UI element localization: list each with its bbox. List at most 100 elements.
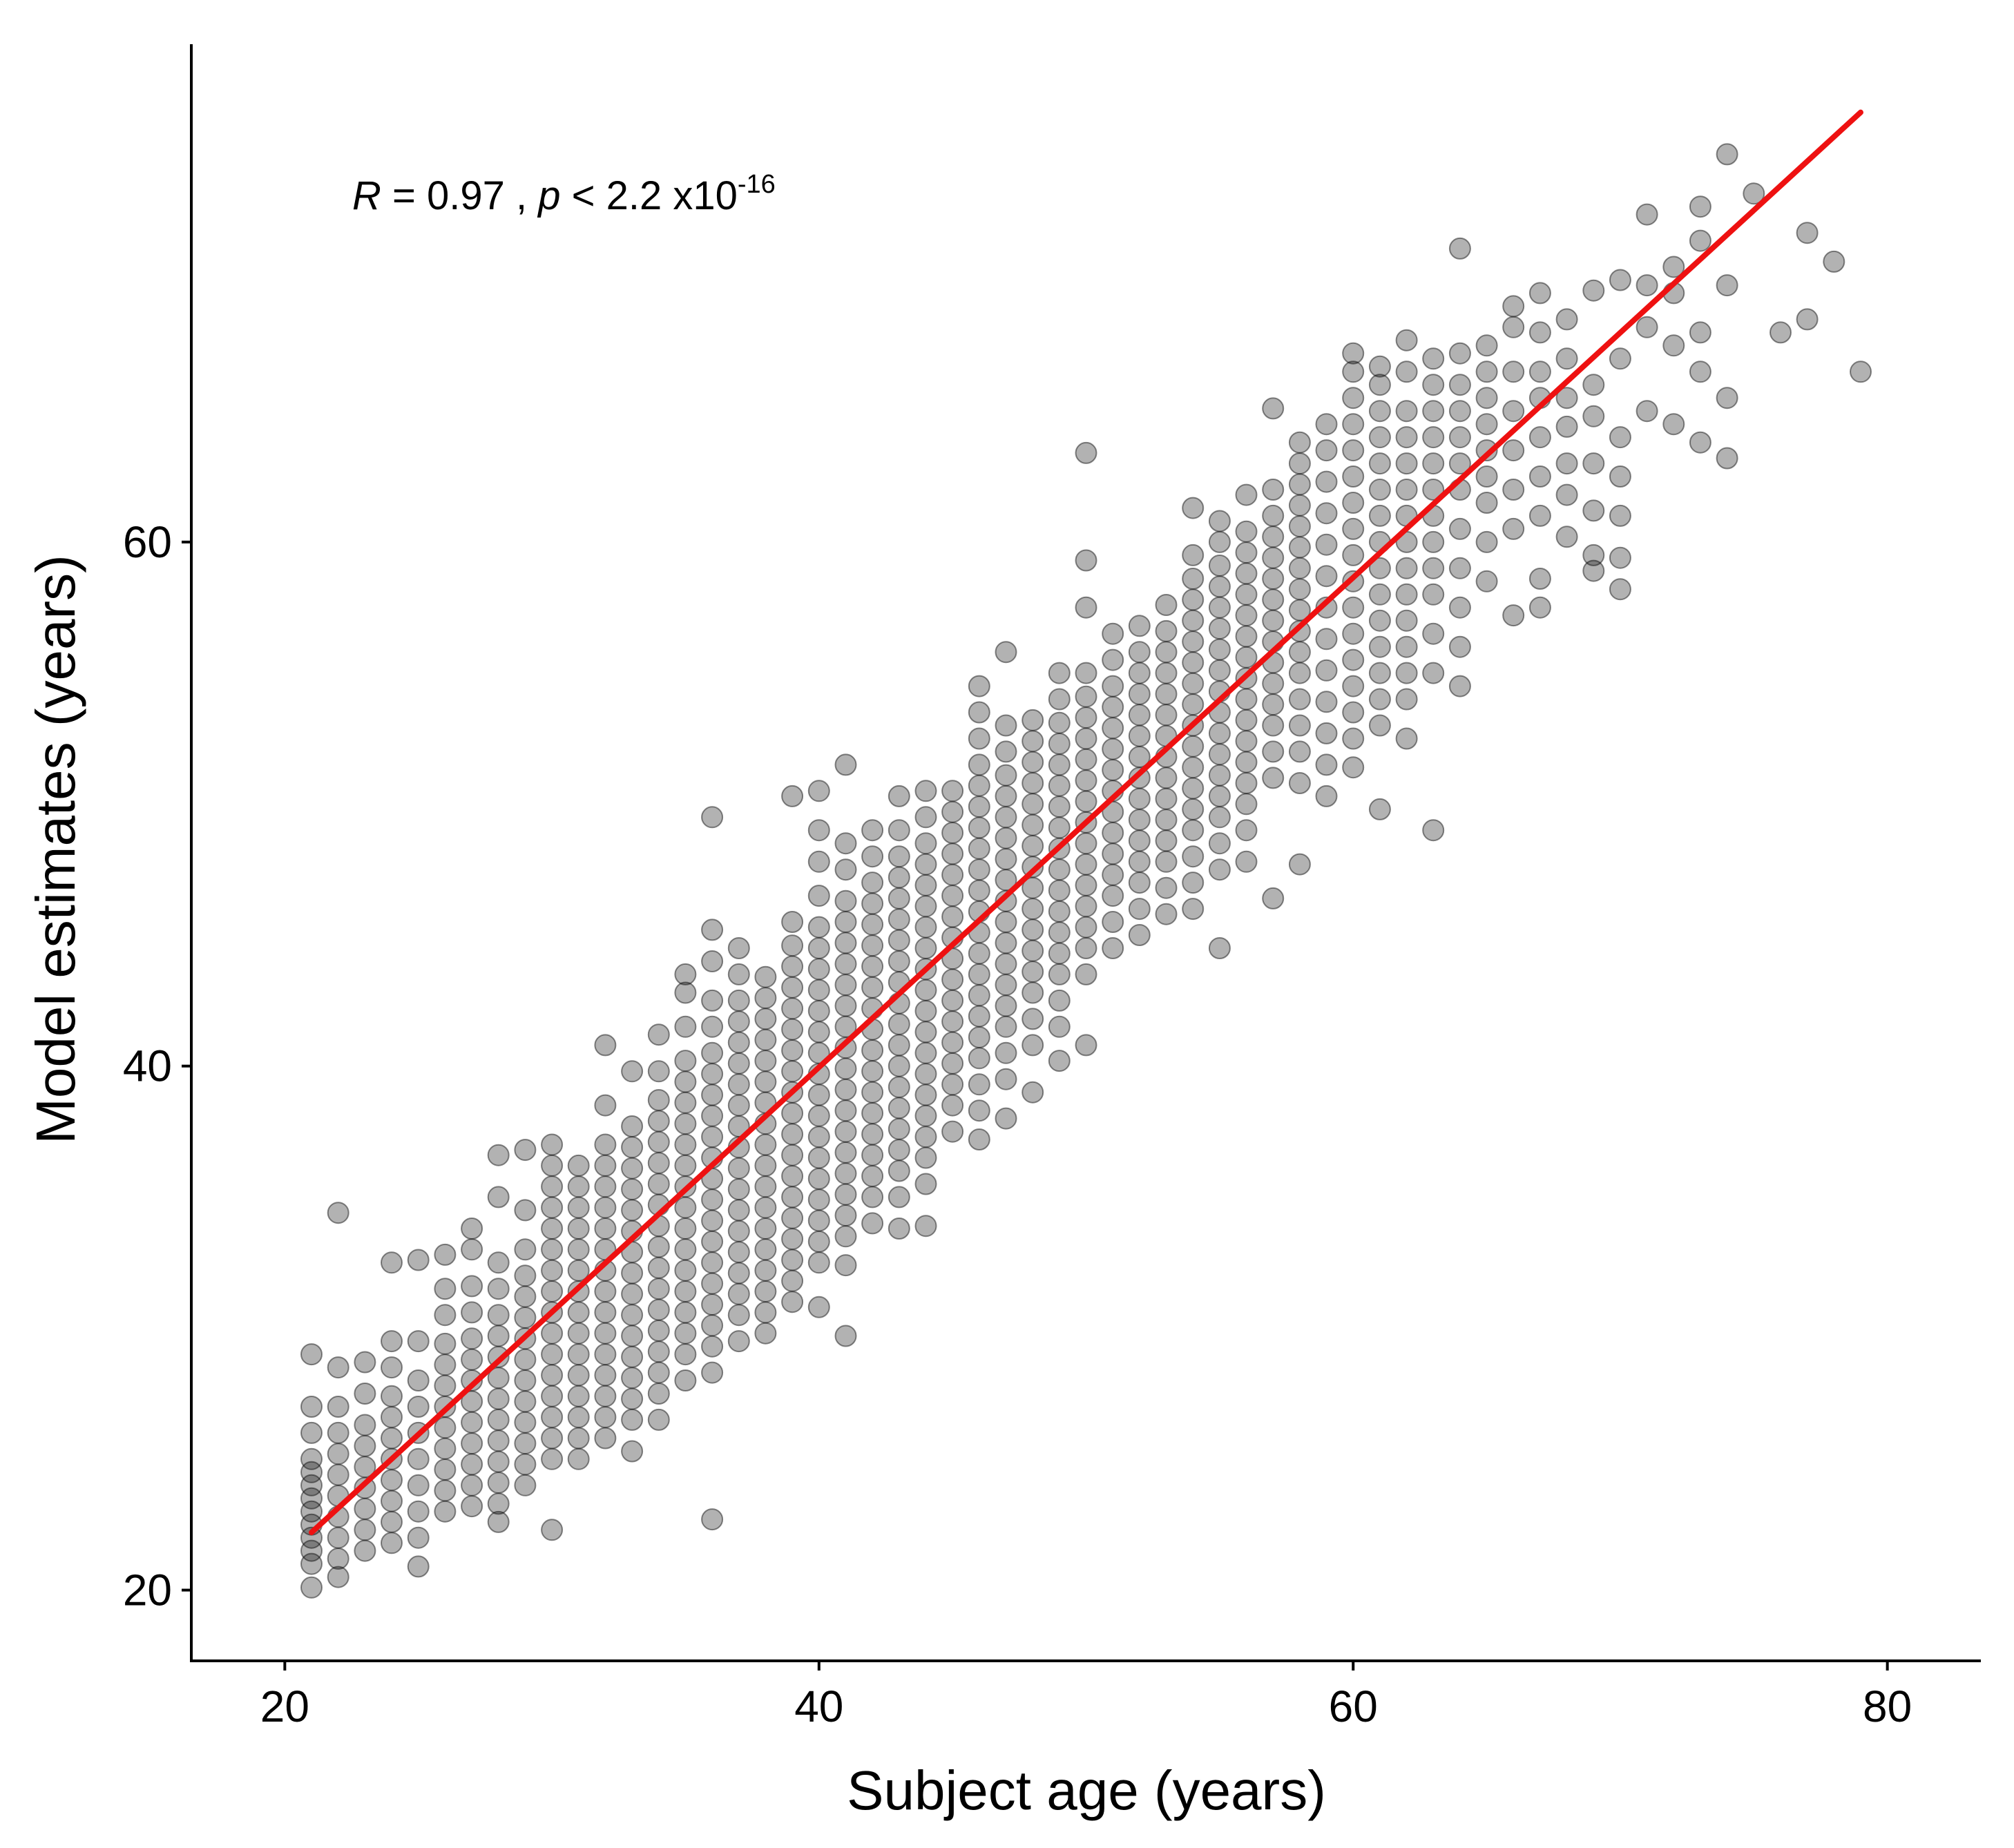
data-point [834,1141,857,1164]
data-point [1395,400,1418,423]
data-point [594,1196,617,1219]
data-point [487,1510,510,1533]
data-point [1102,885,1124,907]
data-point [1448,374,1471,396]
data-point [1182,543,1205,566]
data-point [594,1322,617,1345]
y-ticks: 20 40 60 [123,517,191,1615]
data-point [541,1406,564,1429]
data-point [514,1199,537,1222]
data-point [354,1539,376,1562]
data-point [861,1165,884,1188]
data-point [647,1256,670,1279]
data-point [1262,740,1285,763]
data-point [701,1508,724,1531]
data-point [914,1021,937,1043]
data-point [647,1023,670,1046]
data-point [861,1060,884,1083]
data-point [1662,413,1685,436]
data-point [674,1343,697,1366]
data-point [1850,360,1872,383]
data-point [567,1427,590,1450]
data-point [727,1073,750,1096]
data-point [354,1414,376,1436]
data-point [1048,963,1071,985]
data-point [567,1196,590,1219]
data-point [567,1447,590,1470]
data-point [1422,426,1445,449]
data-point [487,1472,510,1494]
data-point [381,1510,403,1533]
data-point [461,1217,483,1240]
data-point [1422,530,1445,553]
data-point [1048,711,1071,734]
data-point [1395,662,1418,684]
data-point [781,1102,804,1124]
data-point [1262,504,1285,527]
data-point [1048,942,1071,965]
data-point [541,1364,564,1387]
data-point [914,937,937,959]
data-point [914,1063,937,1086]
data-point [1342,413,1365,436]
data-point [674,1369,697,1392]
data-point [1235,850,1258,873]
data-point [1075,441,1097,464]
data-point [968,1128,990,1151]
data-point [968,675,990,697]
data-point [1689,321,1711,344]
data-point [1288,688,1311,711]
data-point [674,1259,697,1282]
data-point [1662,334,1685,357]
data-point [834,889,857,912]
data-point [1342,675,1365,697]
data-point [1182,735,1205,758]
data-point [1422,452,1445,475]
data-point [1422,347,1445,370]
data-point [807,1146,830,1169]
data-point [995,1068,1017,1090]
data-point [1636,400,1658,423]
data-point [1502,604,1525,627]
data-point [1022,981,1044,1004]
data-point [1022,835,1044,857]
data-point [1128,724,1151,747]
data-point [727,937,750,959]
data-point [807,1230,830,1253]
data-point [1555,415,1578,438]
data-point [1315,785,1338,807]
data-point [1155,704,1178,726]
data-point [354,1456,376,1479]
data-point [1235,625,1258,648]
data-point [1208,764,1231,787]
data-point [1582,279,1605,302]
data-point [434,1500,457,1523]
data-point [727,1304,750,1327]
data-point [541,1154,564,1177]
data-point [621,1304,644,1327]
data-point [594,1301,617,1324]
data-point [1208,785,1231,807]
data-point [754,1070,777,1093]
data-point [1182,777,1205,800]
data-point [781,1249,804,1271]
data-point [1555,452,1578,475]
data-point [914,1146,937,1169]
data-point [941,843,964,865]
data-point [834,1099,857,1122]
data-point [674,1322,697,1345]
data-point [1582,499,1605,522]
data-point [1342,517,1365,540]
data-point [1342,387,1365,410]
data-point [594,1427,617,1450]
data-point [1315,753,1338,776]
data-point [1502,439,1525,462]
data-point [941,780,964,802]
data-point [1395,727,1418,750]
data-point [1022,709,1044,731]
data-point [514,1348,537,1371]
data-point [1342,543,1365,566]
data-point [941,905,964,928]
data-point [888,908,910,931]
data-point [407,1447,430,1470]
